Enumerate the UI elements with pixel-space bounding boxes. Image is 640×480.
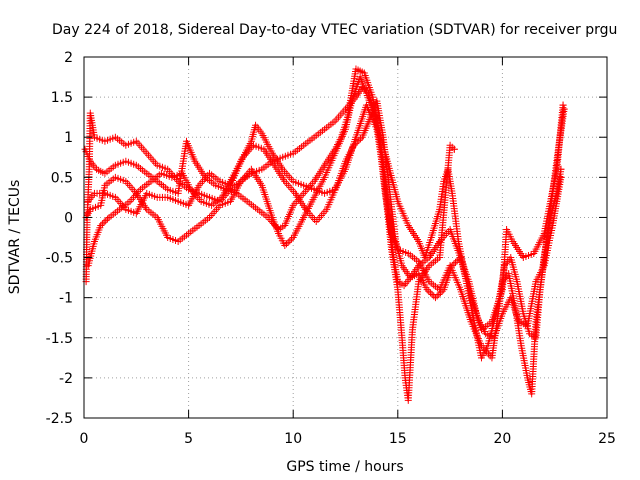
y-tick-label: 1 [64,130,73,146]
x-axis-label: GPS time / hours [286,459,403,475]
y-axis-tick-labels: -2.5 -2 -1.5 -1 -0.5 0 0.5 1 1.5 2 [46,50,73,427]
data-point [102,217,110,225]
x-tick-label: 0 [80,431,89,447]
x-tick-label: 10 [284,431,302,447]
y-tick-label: -0.5 [46,251,73,267]
series-track-e [84,97,565,342]
data-point [100,218,108,226]
data-point [423,286,431,294]
data-point [557,173,565,181]
y-tick-label: -2.5 [46,411,73,427]
data-point [438,287,446,295]
data-point [357,135,365,143]
chart-title: Day 224 of 2018, Sidereal Day-to-day VTE… [52,22,617,38]
chart-data-points [81,65,568,404]
data-point [353,138,361,146]
data-point [281,242,289,250]
y-tick-label: -2 [59,371,73,387]
x-tick-label: 5 [184,431,193,447]
data-point [286,237,294,245]
y-tick-label: 0 [64,210,73,226]
data-point [283,240,291,248]
y-tick-label: -1 [59,291,73,307]
axis-ticks [83,56,608,419]
data-point [97,221,105,229]
plot-frame [83,56,608,419]
data-point [436,289,444,297]
x-tick-label: 15 [389,431,407,447]
data-point [435,290,443,298]
data-point [98,220,106,228]
data-point [431,294,439,302]
x-axis-tick-labels: 0 5 10 15 20 25 [80,431,616,447]
data-point [103,215,111,223]
data-point [425,287,433,295]
data-point [355,136,363,144]
data-point [452,258,460,266]
y-tick-label: -1.5 [46,331,73,347]
y-axis-label: SDTVAR / TECUs [7,180,23,295]
y-tick-label: 0.5 [51,170,73,186]
data-point [450,260,458,268]
data-point [450,145,458,153]
data-point [288,235,296,243]
x-tick-label: 20 [493,431,511,447]
data-point [428,290,436,298]
data-point [557,165,565,173]
y-tick-label: 1.5 [51,90,73,106]
data-point [350,141,358,149]
data-point [433,292,441,300]
data-point [284,238,292,246]
y-tick-label: 2 [64,50,73,66]
data-point [426,289,434,297]
data-point [448,262,456,270]
data-point [453,257,461,265]
data-point [560,105,568,113]
data-point [352,140,360,148]
x-tick-label: 25 [598,431,616,447]
data-point [559,101,567,109]
